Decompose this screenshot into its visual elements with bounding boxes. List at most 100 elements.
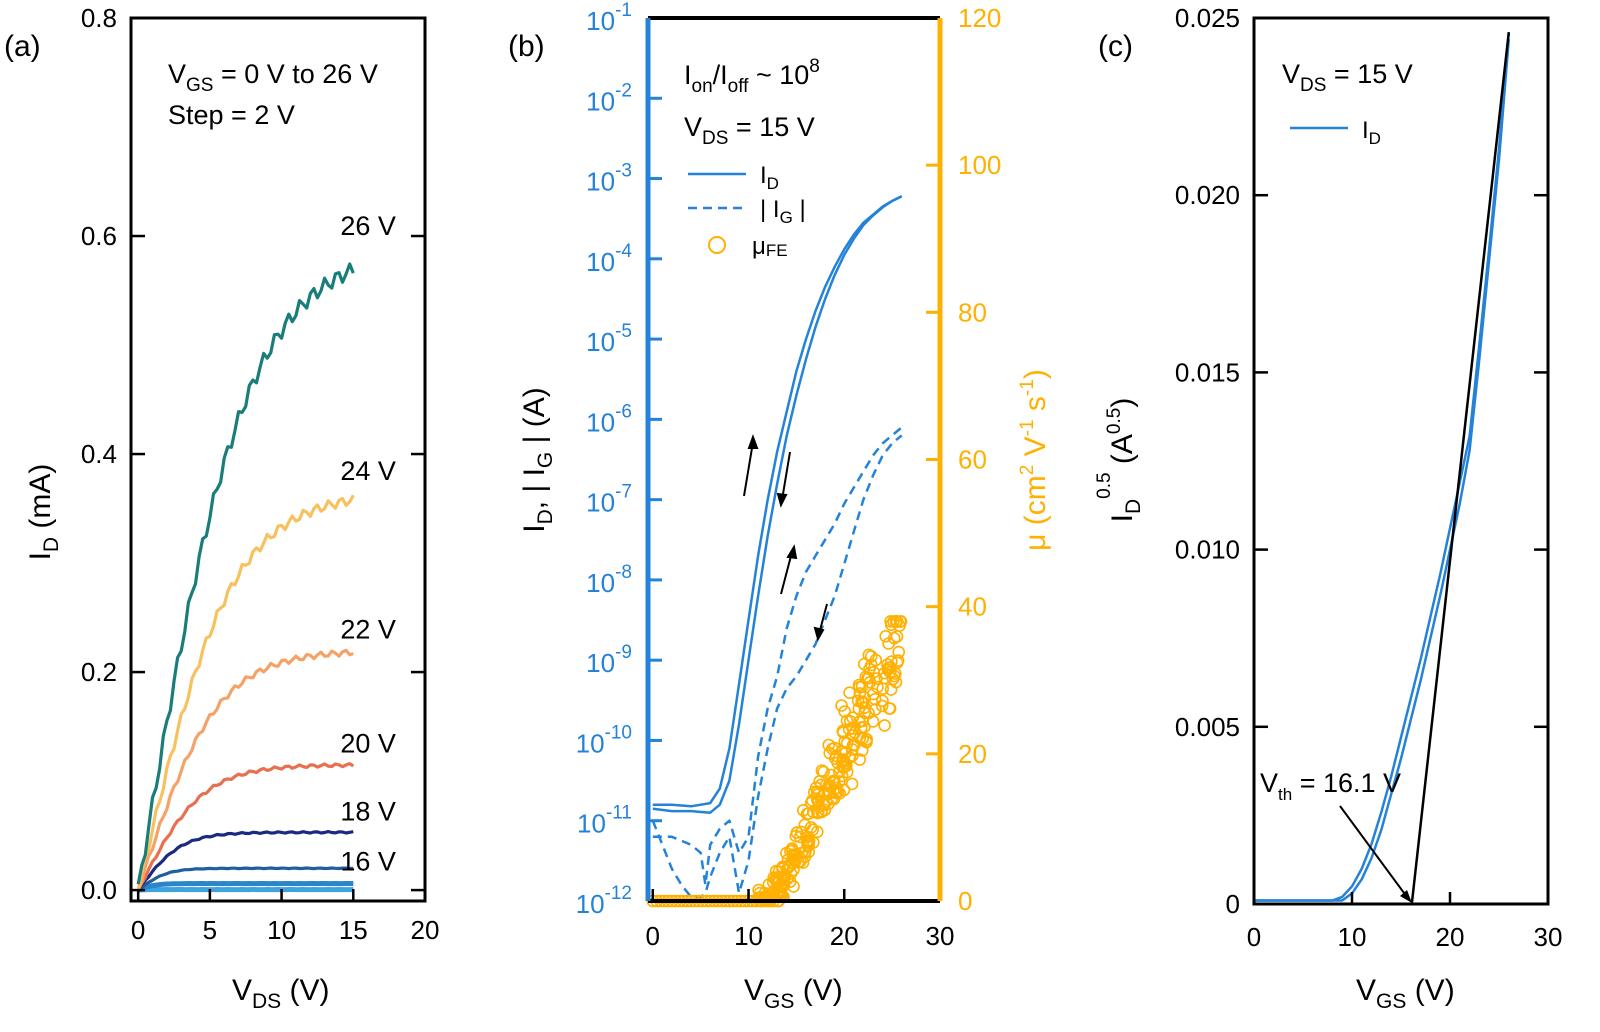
panel-a-series-label: 22 V <box>340 614 396 644</box>
panel-b-left-ytick-label: 10-2 <box>586 80 632 116</box>
panel-b-right-ytick-label: 20 <box>958 739 987 769</box>
panel-a-curve <box>136 494 355 891</box>
panel-b-mobility-point <box>767 884 781 898</box>
panel-a-ytick-label: 0.4 <box>81 439 117 469</box>
panel-a-step-annotation: Step = 2 V <box>168 100 295 130</box>
panel-c-ytick-label: 0.005 <box>1175 712 1240 742</box>
panel-a-xtick-label: 10 <box>267 915 296 945</box>
panel-a-series-label: 16 V <box>340 846 396 876</box>
panel-b-mobility-point <box>828 752 842 765</box>
panel-b-mobility-point <box>753 886 767 900</box>
panel-c-ytick-label: 0.025 <box>1175 3 1240 33</box>
panel-b-mobility-point <box>881 658 894 671</box>
panel-b-mobility-point <box>823 786 837 800</box>
panel-a-xtick-label: 0 <box>131 915 145 945</box>
panel-c-sqrt-id-curve <box>1254 39 1511 902</box>
panel-a-curve <box>137 866 354 892</box>
panel-b-sweep-arrows <box>743 434 828 642</box>
panel-b-mobility-point <box>818 787 831 800</box>
panel-b: (b) 0 10 20 30 10-1 10-2 10-3 10-4 10-5 10-6 10-7 1… <box>508 0 1052 1013</box>
panel-b-right-ylabel: μ (cm2 V-1 s-1) <box>1017 369 1052 551</box>
panel-b-mobility-point <box>853 753 867 766</box>
panel-a-ylabel: ID (mA) <box>24 464 63 561</box>
panel-b-mobility-point <box>780 846 793 860</box>
panel-b-mobility-point <box>863 662 876 676</box>
panel-b-mobility-point <box>883 702 897 715</box>
panel-a-xtick-label: 5 <box>203 915 217 945</box>
panel-a-xlabel: VDS (V) <box>232 974 330 1013</box>
panel-b-mobility-point <box>892 645 906 659</box>
panel-a-xtick-label: 20 <box>411 915 440 945</box>
panel-a-curve <box>136 648 354 891</box>
panel-a-series-labels: 16 V 18 V 20 V 22 V 24 V 26 V <box>340 211 396 876</box>
arrow-forward-id-head <box>747 434 759 449</box>
panel-b-mobility-point <box>787 880 800 893</box>
panel-b-xtick-label: 0 <box>646 921 660 951</box>
panel-b-mobility-point <box>787 863 800 877</box>
panel-a-ytick-label: 0.2 <box>81 657 117 687</box>
panel-b-mobility-point <box>846 738 860 752</box>
panel-c-xlabel: VGS (V) <box>1356 974 1455 1013</box>
panel-b-mobility-point <box>853 687 867 700</box>
panel-b-left-ytick-label: 10-9 <box>586 642 632 678</box>
panel-a-curve <box>136 262 355 885</box>
panel-b-curves <box>651 195 903 899</box>
panel-b-mobility-point <box>822 738 836 752</box>
panel-c-legend-id-label: ID <box>1362 117 1381 148</box>
panel-a-curve <box>136 830 354 891</box>
panel-c-ytick-label: 0.020 <box>1175 180 1240 210</box>
panel-b-mobility-point <box>810 785 824 799</box>
panel-b-mobility-point <box>837 783 851 797</box>
panel-b-mobility-point <box>869 703 882 716</box>
panel-b-left-ytick-label: 10-1 <box>586 0 632 36</box>
panel-b-left-ytick-label: 10-10 <box>576 722 632 758</box>
panel-b-mobility-point <box>893 619 906 633</box>
panel-b-vds-annotation: VDS = 15 V <box>684 112 815 149</box>
panel-b-mobility-point <box>845 777 859 791</box>
panel-c-fit-line <box>1410 32 1511 905</box>
panel-b-mobility-point <box>836 724 850 738</box>
panel-a-series-label: 20 V <box>340 729 396 759</box>
panel-b-right-ytick-label: 0 <box>958 886 972 916</box>
panel-b-mobility-point <box>878 719 891 732</box>
vth-arrow-head <box>1400 890 1412 903</box>
panel-a-vgs-annotation: VGS = 0 V to 26 V <box>168 59 378 96</box>
panel-b-mobility-point <box>787 849 800 862</box>
panel-a-ytick-label: 0.0 <box>81 875 117 905</box>
panel-a: (a) 0 5 10 15 20 0.0 0.2 0.4 0.6 0.8 16 V 18 V 20 V… <box>4 3 439 1013</box>
panel-b-mobility-point <box>866 687 880 701</box>
panel-a-curve <box>136 762 355 890</box>
panel-b-mobility-point <box>864 649 878 663</box>
panel-a-label: (a) <box>4 30 41 63</box>
panel-a-ytick-label: 0.8 <box>81 3 117 33</box>
panel-b-xtick-label: 10 <box>734 921 763 951</box>
panel-b-mobility-point <box>854 721 868 734</box>
panel-b-mobility-point <box>802 839 815 853</box>
panel-b-mobility-point <box>818 803 832 817</box>
panel-a-ytick-label: 0.6 <box>81 221 117 251</box>
panel-b-mobility-point <box>879 629 893 643</box>
panel-b-xtick-label: 30 <box>926 921 955 951</box>
panel-b-ticks: 0 10 20 30 10-1 10-2 10-3 10-4 10-5 10-6 10-7 10-8 1… <box>576 0 1002 951</box>
panel-b-label: (b) <box>508 30 545 63</box>
panel-b-mobility-point <box>866 715 880 728</box>
legend-mu-label: μFE <box>752 233 788 260</box>
panel-b-right-ytick-label: 100 <box>958 150 1001 180</box>
panel-b-annotations: Ion/Ioff ~ 108 VDS = 15 V <box>684 56 820 149</box>
panel-c-ylabel: ID0.5 (A0.5) <box>1094 398 1145 523</box>
panel-b-id-curve <box>652 195 903 808</box>
panel-c-xtick-label: 10 <box>1338 922 1367 952</box>
panel-b-left-ytick-label: 10-3 <box>586 161 632 197</box>
panel-b-left-ytick-label: 10-5 <box>586 321 632 357</box>
panel-c-ytick-label: 0 <box>1226 889 1240 919</box>
panel-b-right-ytick-label: 60 <box>958 445 987 475</box>
panel-c-vth-arrow <box>1339 805 1412 903</box>
panel-b-mobility-points <box>646 615 908 908</box>
panel-b-onoff-ratio: Ion/Ioff ~ 108 <box>684 56 820 97</box>
panel-b-left-ytick-label: 10-6 <box>586 401 632 437</box>
panel-c-label: (c) <box>1098 30 1133 63</box>
panel-a-curves <box>136 262 355 893</box>
panel-b-mobility-point <box>843 714 857 728</box>
panel-b-mobility-point <box>806 805 820 819</box>
panel-c-ticks: 0 10 20 30 0 0.005 0.010 0.015 0.020 0.025 <box>1175 3 1563 952</box>
